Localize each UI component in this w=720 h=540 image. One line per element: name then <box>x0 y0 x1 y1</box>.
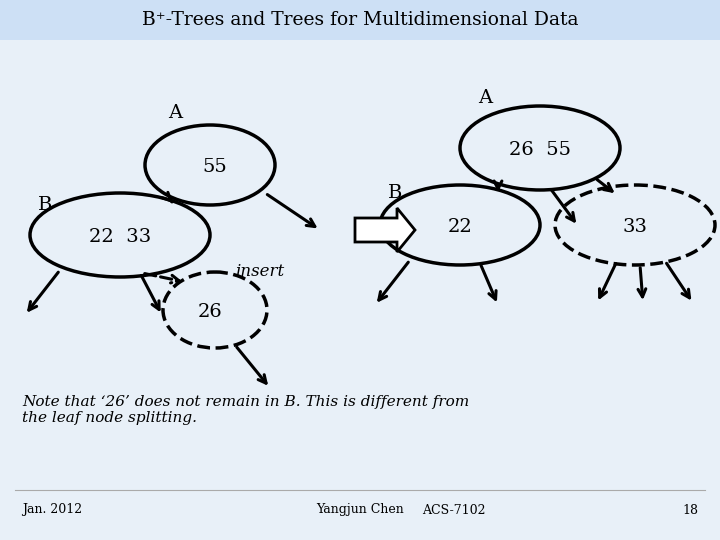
Polygon shape <box>355 208 415 252</box>
Text: 22  33: 22 33 <box>89 228 151 246</box>
Text: 22: 22 <box>448 218 472 236</box>
Text: Yangjun Chen: Yangjun Chen <box>316 503 404 516</box>
Text: ACS-7102: ACS-7102 <box>422 503 485 516</box>
Text: B: B <box>38 196 52 214</box>
Text: 18: 18 <box>682 503 698 516</box>
Text: Jan. 2012: Jan. 2012 <box>22 503 82 516</box>
Text: 33: 33 <box>623 218 647 236</box>
Text: A: A <box>168 104 182 122</box>
Text: 26  55: 26 55 <box>509 141 571 159</box>
Text: A: A <box>478 89 492 107</box>
Text: insert: insert <box>235 264 284 280</box>
Text: Note that ‘26’ does not remain in B. This is different from
the leaf node splitt: Note that ‘26’ does not remain in B. Thi… <box>22 395 469 425</box>
Text: 55: 55 <box>202 158 228 176</box>
Text: B: B <box>388 184 402 202</box>
Text: B⁺-Trees and Trees for Multidimensional Data: B⁺-Trees and Trees for Multidimensional … <box>142 11 578 29</box>
Bar <box>0 0 720 40</box>
Text: 26: 26 <box>197 303 222 321</box>
